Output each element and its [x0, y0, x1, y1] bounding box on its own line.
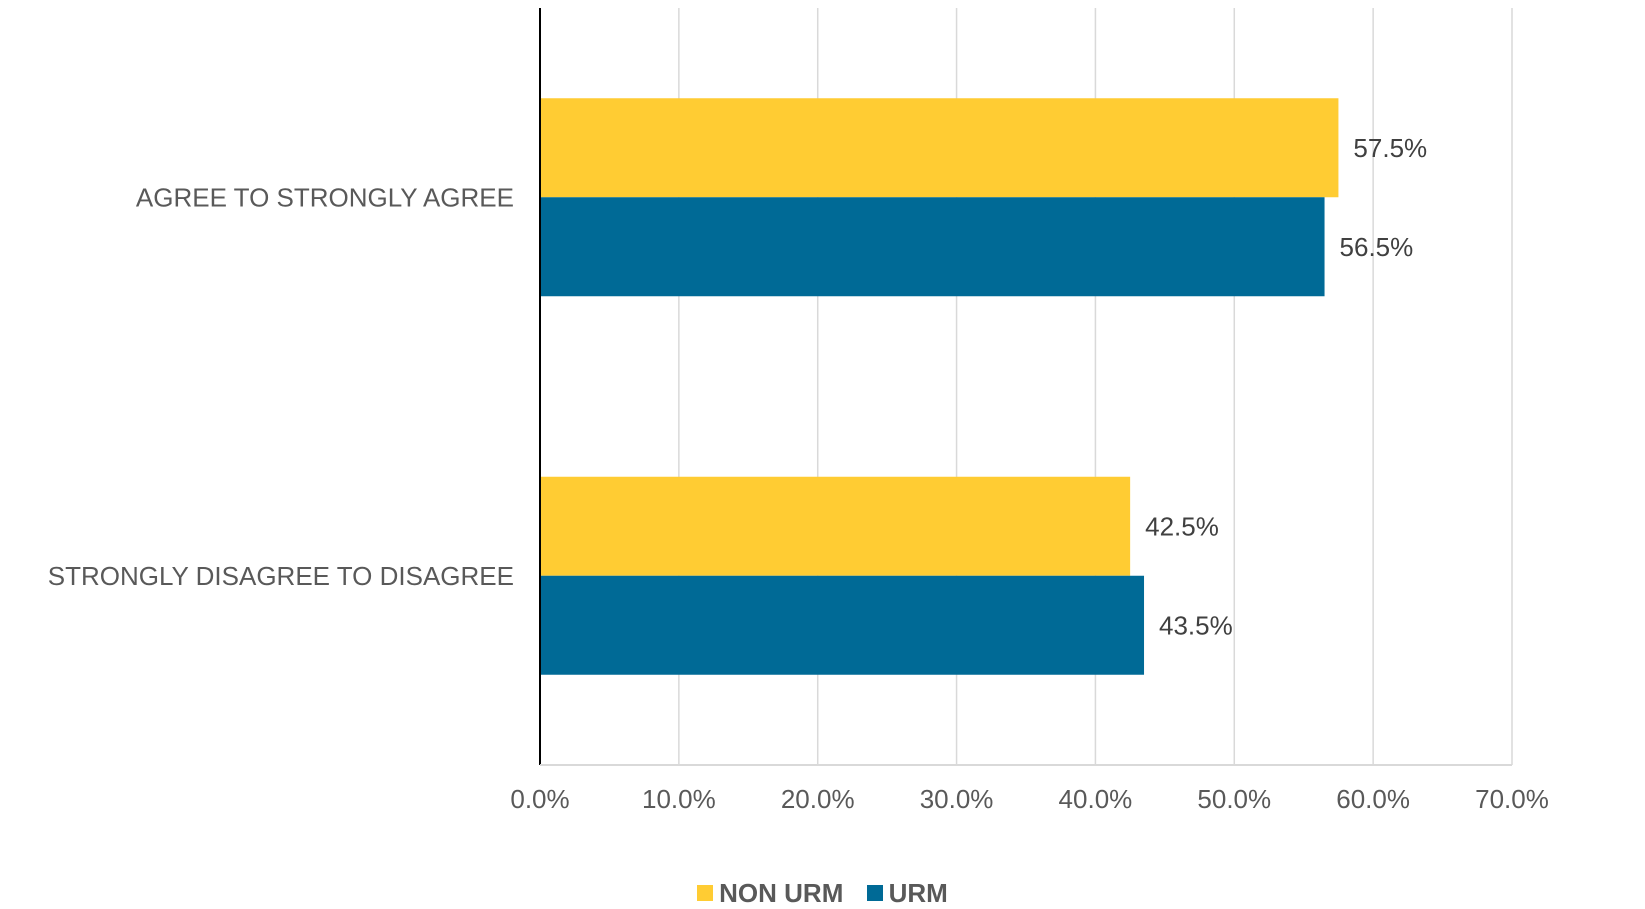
x-tick-labels: 0.0% 10.0% 20.0% 30.0% 40.0% 50.0% 60.0% 70.0%: [510, 784, 1549, 814]
legend-label-non-urm: NON URM: [719, 878, 844, 908]
bar: [540, 476, 1131, 576]
bar: [540, 197, 1325, 297]
category-label: STRONGLY DISAGREE TO DISAGREE: [48, 561, 514, 591]
data-labels: 57.5% 56.5% 42.5% 43.5%: [1145, 133, 1427, 641]
bar: [540, 98, 1339, 198]
x-tick-label: 60.0%: [1336, 784, 1410, 814]
bar: [540, 575, 1145, 675]
legend: NON URM URM: [0, 878, 1645, 909]
x-tick-label: 40.0%: [1059, 784, 1133, 814]
legend-item-urm: URM: [866, 878, 948, 909]
x-tick-label: 50.0%: [1197, 784, 1271, 814]
legend-swatch-urm: [866, 885, 883, 901]
x-tick-label: 20.0%: [781, 784, 855, 814]
bars: [540, 98, 1339, 675]
data-label: 56.5%: [1340, 232, 1414, 262]
legend-swatch-non-urm: [697, 885, 714, 901]
x-tick-label: 10.0%: [642, 784, 716, 814]
data-label: 42.5%: [1145, 511, 1219, 541]
data-label: 57.5%: [1353, 133, 1427, 163]
legend-item-non-urm: NON URM: [697, 878, 843, 909]
category-label: AGREE TO STRONGLY AGREE: [136, 182, 514, 212]
data-label: 43.5%: [1159, 610, 1233, 640]
x-tick-label: 70.0%: [1475, 784, 1549, 814]
x-tick-label: 0.0%: [510, 784, 569, 814]
x-tick-label: 30.0%: [920, 784, 994, 814]
legend-label-urm: URM: [888, 878, 948, 908]
category-labels: AGREE TO STRONGLY AGREE STRONGLY DISAGREE…: [48, 182, 514, 591]
